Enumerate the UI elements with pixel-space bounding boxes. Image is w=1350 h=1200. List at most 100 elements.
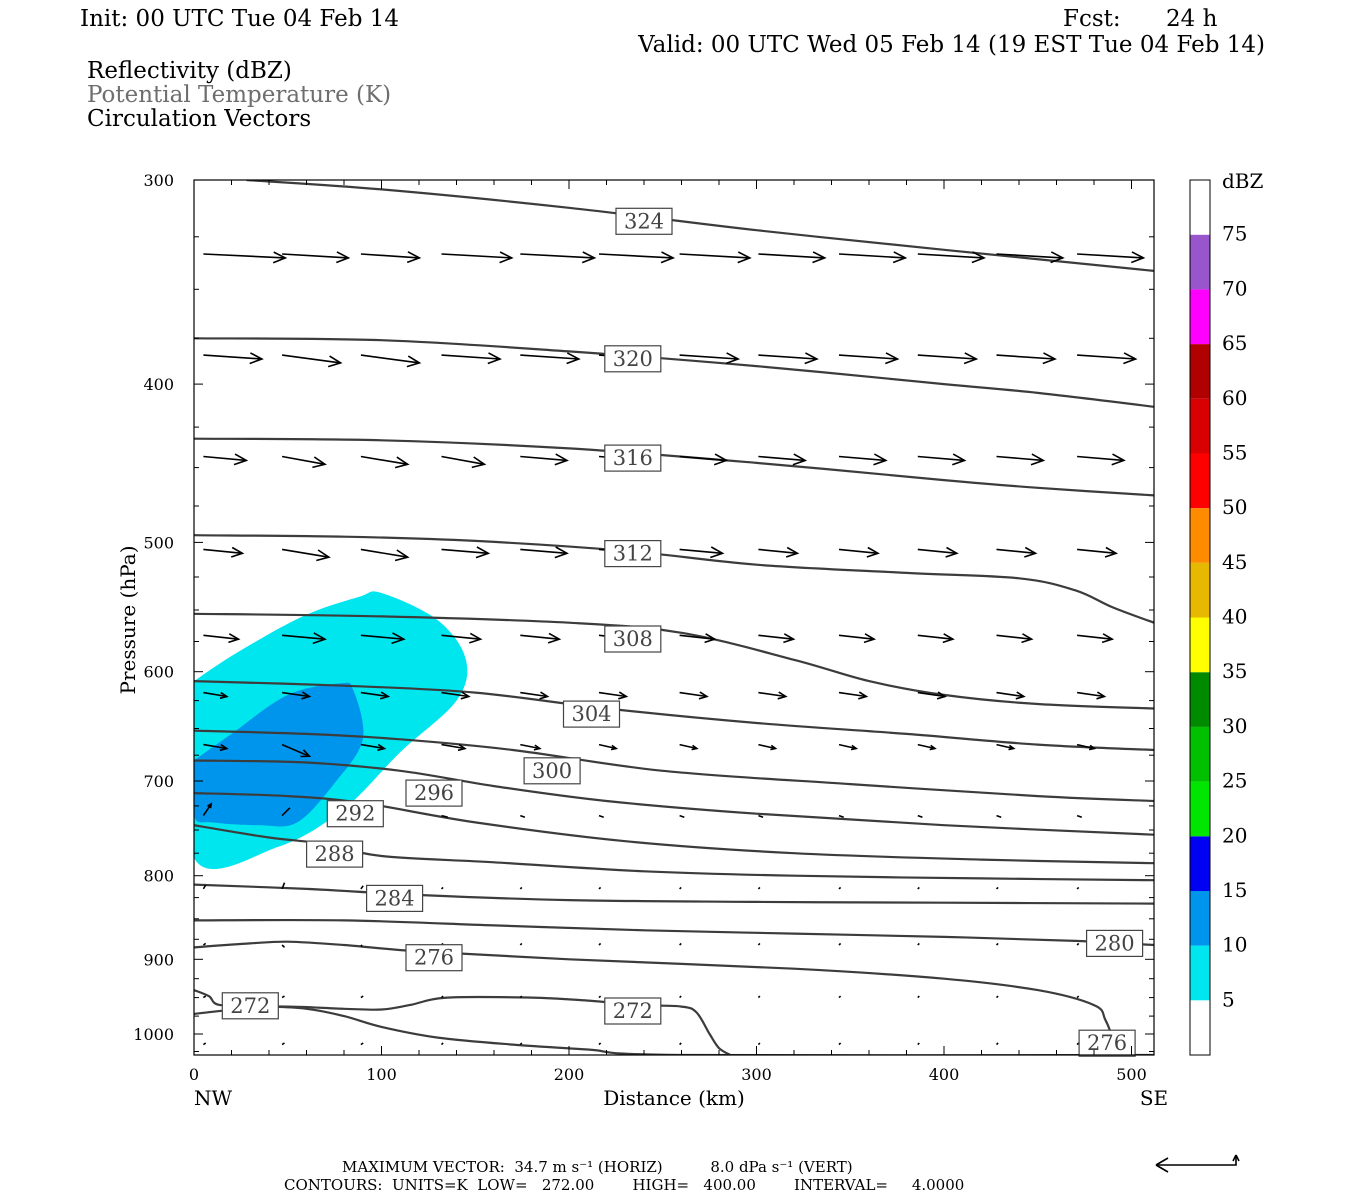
vector-shaft [281, 455, 326, 466]
vector-shaft [519, 886, 523, 890]
vector-shaft [838, 814, 844, 818]
reflectivity-10dbz-area [194, 682, 364, 827]
vector-head [866, 546, 880, 558]
vector-shaft [1077, 634, 1113, 640]
vector-head [316, 549, 331, 562]
contour-label-text: 320 [613, 347, 653, 371]
vector-head [691, 744, 699, 751]
circulation-vector [202, 884, 207, 890]
y-tick-label: 700 [143, 772, 174, 791]
vector-shaft [519, 995, 523, 999]
contour-label-text: 276 [414, 946, 454, 970]
vector-head [406, 251, 422, 264]
colorbar-swatch [1190, 617, 1210, 673]
circulation-vector [838, 886, 842, 890]
circulation-vector [838, 1042, 842, 1046]
contour-label-text: 276 [1087, 1031, 1127, 1055]
vector-head [487, 352, 502, 365]
vector-shaft [203, 634, 239, 640]
circulation-vector [441, 546, 491, 559]
x-tick-label: 500 [1116, 1065, 1147, 1084]
colorbar-tick-label: 50 [1222, 495, 1247, 519]
vector-shaft [520, 691, 548, 698]
vector-head [547, 632, 562, 644]
vector-shaft [917, 691, 946, 698]
vector-head [858, 691, 869, 700]
vector-shaft [1076, 814, 1083, 818]
reference-vector-icon [1155, 1154, 1240, 1173]
vector-head [391, 632, 406, 645]
vector-shaft [360, 743, 385, 750]
circulation-vector [360, 632, 406, 645]
isentrope-284 [194, 883, 1154, 905]
contour-labels: 324 320 316 312 308 304 300 296 292 288 284 276 280 2… [221, 207, 1144, 1057]
circulation-vector [441, 455, 487, 469]
circulation-vector [995, 942, 999, 946]
circulation-vector [203, 691, 229, 700]
init-time: Init: 00 UTC Tue 04 Feb 14 [80, 6, 399, 32]
vector-shaft [1077, 455, 1124, 462]
vector-shaft [281, 548, 330, 558]
vector-shaft [1076, 942, 1080, 946]
vector-shaft [838, 691, 867, 698]
vector-shaft [757, 995, 761, 999]
vector-shaft [838, 942, 842, 946]
colorbar-tick-label: 15 [1222, 878, 1247, 902]
circulation-vector [995, 1042, 999, 1046]
vector-head [710, 546, 725, 559]
contour-label-text: 304 [571, 702, 611, 726]
vector-shaft [996, 634, 1032, 640]
vector-head [394, 549, 410, 562]
vector-shaft [1076, 995, 1080, 999]
circulation-vector [1076, 886, 1080, 890]
circulation-vector [520, 814, 526, 818]
vector-shaft [202, 942, 207, 946]
circulation-vector [441, 691, 471, 700]
circulation-vector [679, 546, 725, 559]
x-tick-label: 300 [741, 1065, 772, 1084]
vector-shaft [360, 691, 389, 698]
vector-head [233, 453, 249, 466]
vector-shaft [598, 814, 604, 818]
vector-head [892, 251, 908, 264]
vector-head [1088, 744, 1097, 751]
vector-shaft [1076, 886, 1080, 890]
vector-head [777, 691, 788, 700]
vector-shaft [281, 882, 286, 890]
y-axis: 300 400 500 600 700 800 900 1000 [133, 171, 1154, 1052]
vector-shaft [360, 548, 408, 558]
vector-shaft [441, 634, 481, 640]
colorbar-swatch [1190, 234, 1210, 290]
vector-head [1030, 453, 1046, 466]
vector-shaft [441, 691, 469, 698]
isentrope-280 [194, 918, 1154, 947]
vector-shaft [520, 455, 568, 462]
contour-label-box [1085, 929, 1144, 958]
circulation-vector [758, 352, 819, 365]
circulation-vector [838, 691, 869, 700]
vector-shaft [996, 455, 1044, 462]
circulation-vector [917, 251, 986, 264]
contour-label: 272 [604, 997, 662, 1025]
vector-head [783, 633, 796, 644]
circulation-vector [1076, 743, 1097, 751]
circulation-vector [996, 633, 1034, 644]
vector-shaft [1076, 1042, 1080, 1046]
vector-shaft [917, 995, 920, 999]
circulation-vector [203, 743, 229, 752]
vector-shaft [203, 455, 247, 462]
y-tick-label: 900 [143, 950, 174, 969]
vector-shaft [996, 548, 1036, 555]
circulation-vector [917, 886, 920, 890]
vector-head [1104, 546, 1119, 558]
vector-shaft [917, 634, 953, 640]
vector-head [554, 453, 569, 466]
vector-shaft [758, 548, 798, 555]
circulation-vector [758, 546, 800, 558]
y-tick-label: 600 [143, 663, 174, 682]
circulation-vector [679, 453, 729, 466]
vector-shaft [996, 814, 1002, 818]
circulation-vector [917, 352, 979, 365]
circulation-vector [281, 807, 291, 817]
circulation-vector [202, 1042, 207, 1046]
